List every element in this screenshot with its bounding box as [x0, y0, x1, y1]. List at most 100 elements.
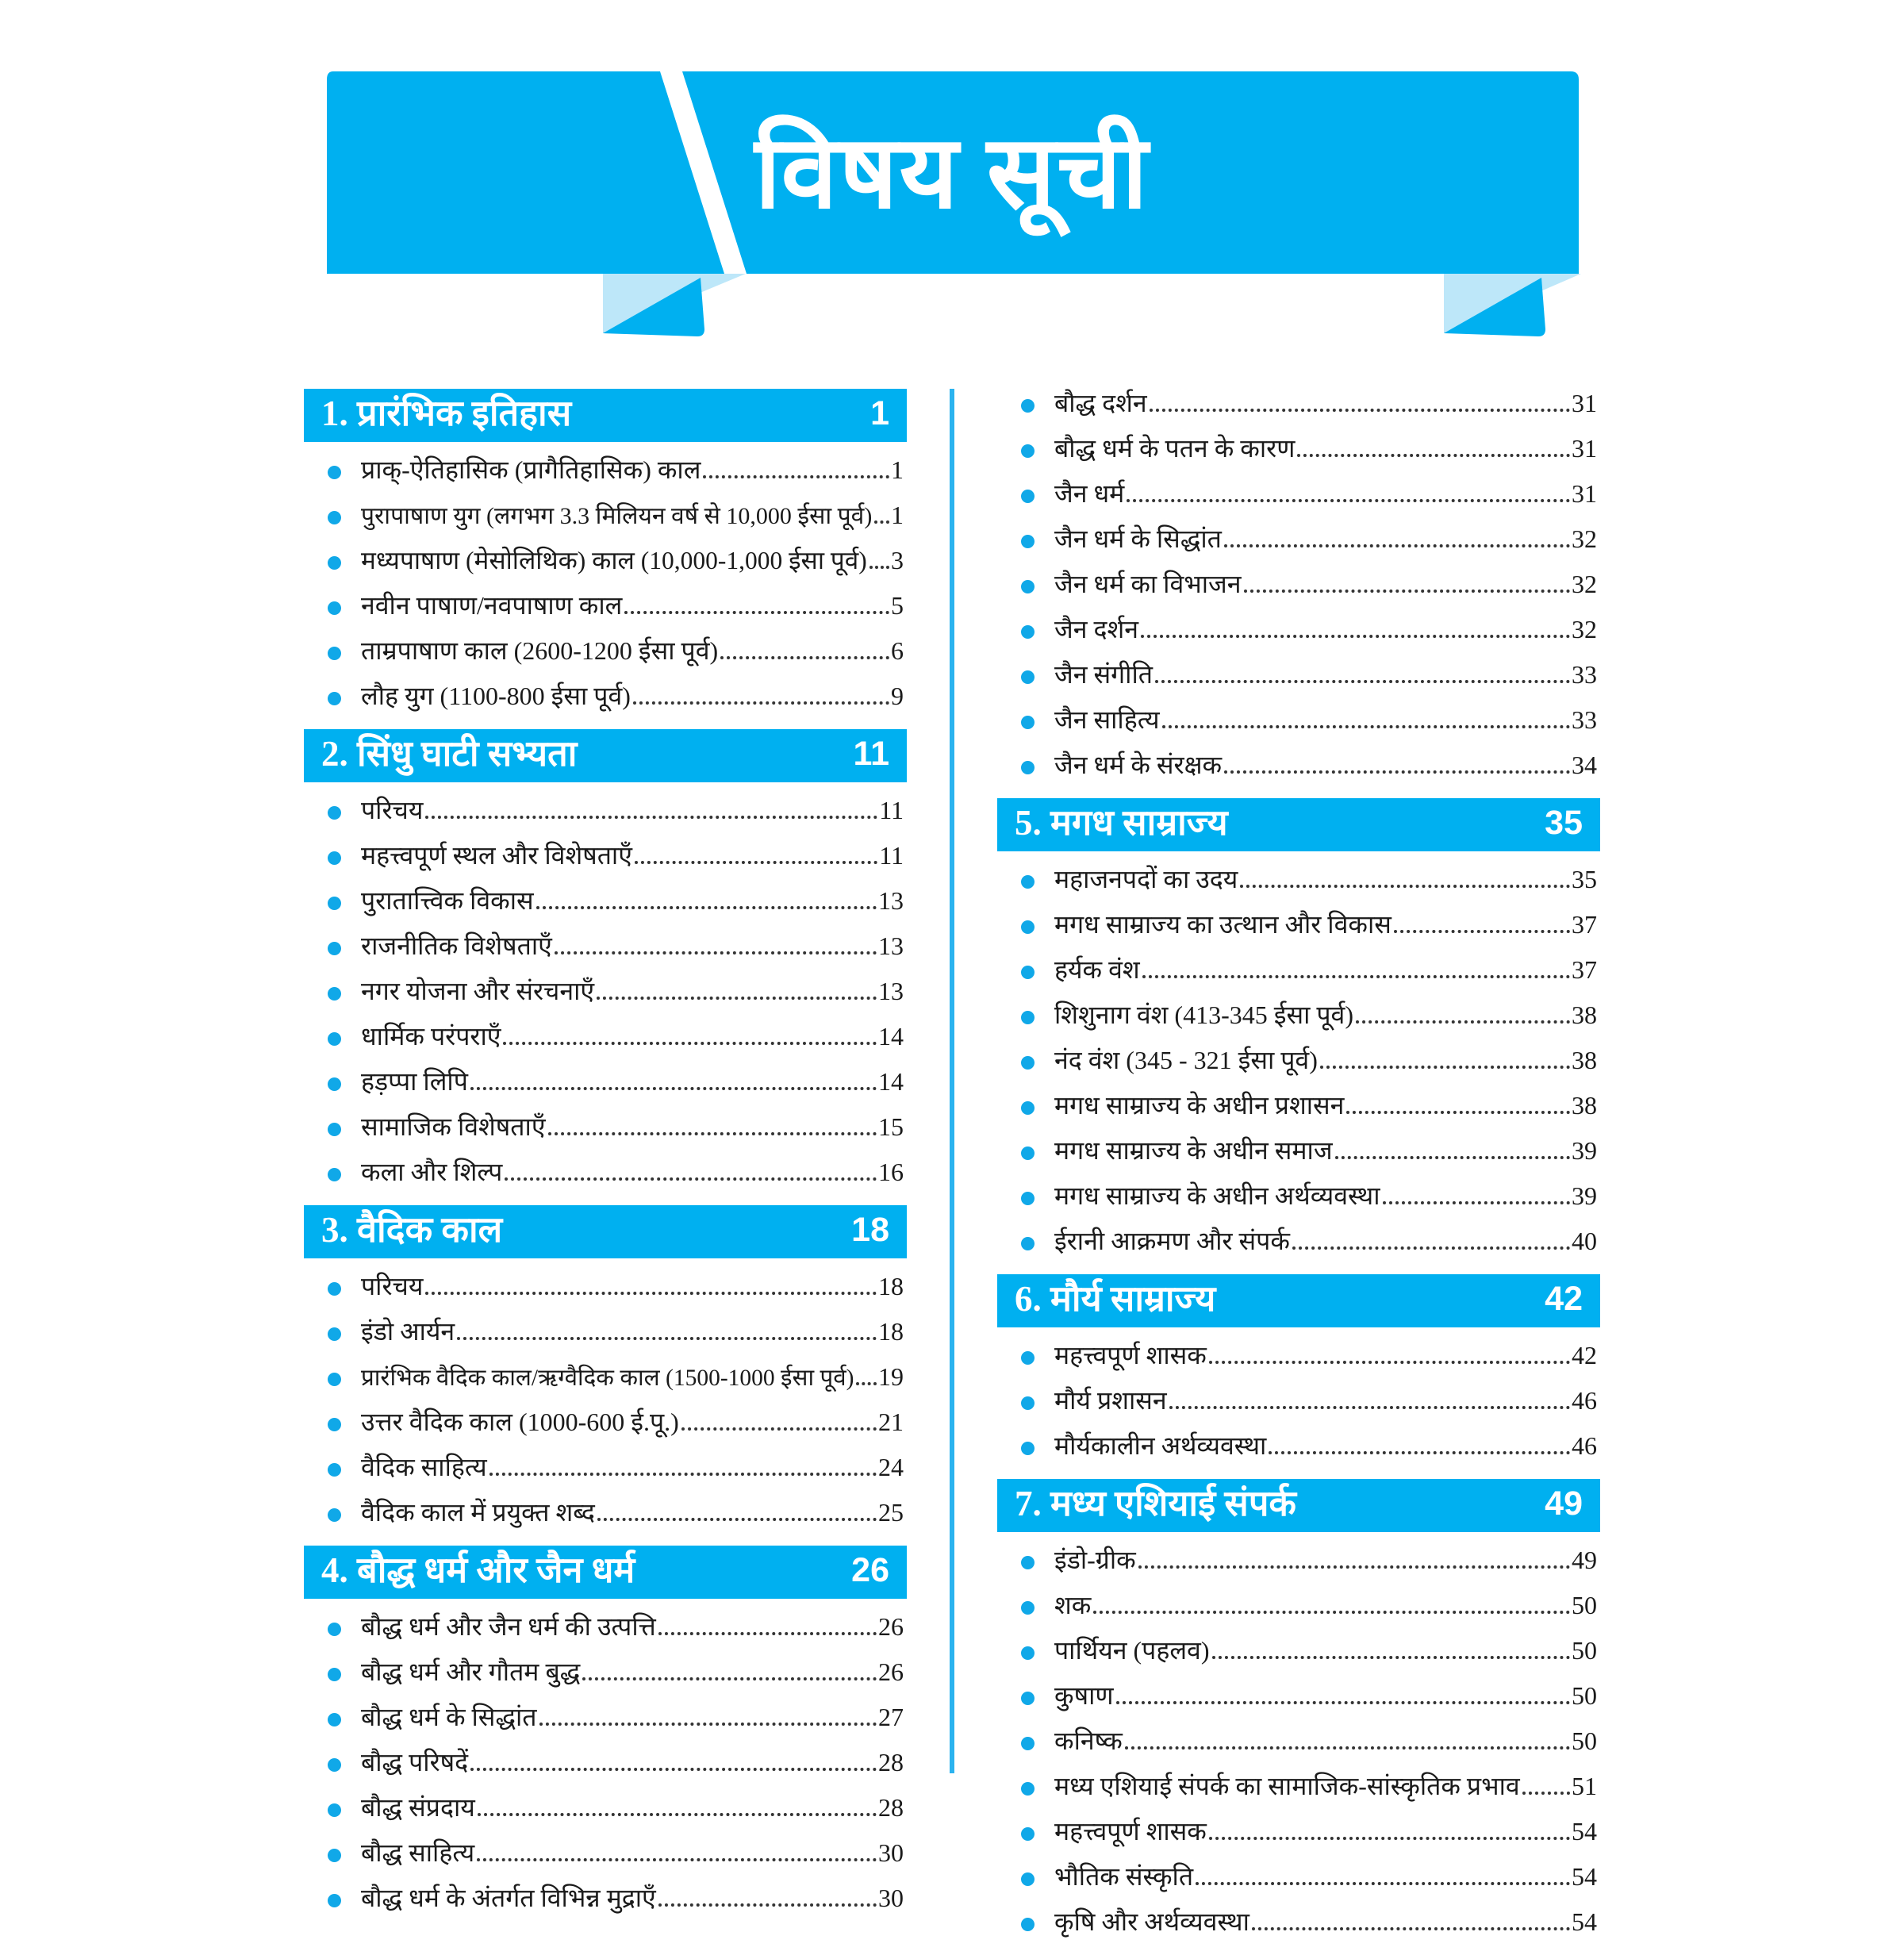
toc-entry[interactable]: कुषाण 50 — [997, 1681, 1600, 1711]
dot-leader — [632, 701, 889, 705]
toc-entry[interactable]: प्राक्-ऐतिहासिक (प्रागैतिहासिक) काल 1 — [304, 455, 907, 486]
toc-entry[interactable]: बौद्ध धर्म और गौतम बुद्ध 26 — [304, 1657, 907, 1688]
toc-entry-label: पुरापाषाण युग (लगभग 3.3 मिलियन वर्ष से 1… — [361, 503, 873, 529]
toc-entry[interactable]: हड़प्पा लिपि 14 — [304, 1067, 907, 1097]
toc-entry[interactable]: नगर योजना और संरचनाएँ 13 — [304, 977, 907, 1007]
toc-entry[interactable]: महाजनपदों का उदय 35 — [997, 865, 1600, 895]
toc-entry[interactable]: परिचय 11 — [304, 796, 907, 826]
toc-entry[interactable]: राजनीतिक विशेषताएँ 13 — [304, 931, 907, 962]
chapter-page-number: 18 — [851, 1211, 889, 1249]
toc-entry[interactable]: लौह युग (1100-800 ईसा पूर्व) 9 — [304, 682, 907, 712]
toc-entry-label: नवीन पाषाण/नवपाषाण काल — [361, 591, 623, 620]
toc-entry[interactable]: वैदिक साहित्य 24 — [304, 1453, 907, 1483]
chapter-header-5[interactable]: 5. मगध साम्राज्य 35 — [997, 798, 1600, 851]
toc-entry[interactable]: मगध साम्राज्य के अधीन अर्थव्यवस्था 39 — [997, 1181, 1600, 1212]
toc-entry[interactable]: पुरातात्त्विक विकास 13 — [304, 886, 907, 916]
toc-entry[interactable]: महत्त्वपूर्ण स्थल और विशेषताएँ 11 — [304, 841, 907, 871]
chapter-title: 5. मगध साम्राज्य — [1015, 803, 1228, 843]
toc-entry-page-number: 34 — [1572, 751, 1597, 779]
bullet-icon — [1021, 1601, 1035, 1615]
chapter-entry-list: महाजनपदों का उदय 35 मगध साम्राज्य का उत्था… — [997, 865, 1600, 1257]
toc-entry[interactable]: बौद्ध धर्म और जैन धर्म की उत्पत्ति 26 — [304, 1612, 907, 1642]
bullet-icon — [328, 806, 341, 820]
toc-entry[interactable]: सामाजिक विशेषताएँ 15 — [304, 1112, 907, 1143]
toc-entry[interactable]: ईरानी आक्रमण और संपर्क 40 — [997, 1227, 1600, 1257]
chapter-header-2[interactable]: 2. सिंधु घाटी सभ्यता 11 — [304, 729, 907, 782]
toc-entry[interactable]: शिशुनाग वंश (413-345 ईसा पूर्व) 38 — [997, 1001, 1600, 1031]
toc-entry[interactable]: बौद्ध दर्शन 31 — [997, 389, 1600, 419]
toc-entry[interactable]: मगध साम्राज्य के अधीन प्रशासन 38 — [997, 1091, 1600, 1121]
toc-entry[interactable]: जैन धर्म का विभाजन 32 — [997, 570, 1600, 600]
dot-leader — [539, 1723, 877, 1726]
toc-entry[interactable]: हर्यक वंश 37 — [997, 955, 1600, 985]
toc-entry-label: बौद्ध धर्म और गौतम बुद्ध — [361, 1657, 581, 1686]
toc-entry[interactable]: महत्त्वपूर्ण शासक 42 — [997, 1341, 1600, 1371]
chapter-header-3[interactable]: 3. वैदिक काल 18 — [304, 1205, 907, 1258]
toc-entry[interactable]: ताम्रपाषाण काल (2600-1200 ईसा पूर्व) 6 — [304, 636, 907, 666]
toc-entry[interactable]: मध्य एशियाई संपर्क का सामाजिक-सांस्कृतिक… — [997, 1772, 1600, 1802]
chapter-header-4[interactable]: 4. बौद्ध धर्म और जैन धर्म 26 — [304, 1546, 907, 1599]
dot-leader — [597, 1518, 877, 1521]
toc-entry[interactable]: बौद्ध साहित्य 30 — [304, 1838, 907, 1869]
toc-entry[interactable]: महत्त्वपूर्ण शासक 54 — [997, 1817, 1600, 1847]
toc-entry[interactable]: मौर्य प्रशासन 46 — [997, 1386, 1600, 1416]
toc-entry[interactable]: भौतिक संस्कृति 54 — [997, 1862, 1600, 1892]
toc-entry-page-number: 50 — [1572, 1636, 1597, 1665]
dot-leader — [470, 1768, 877, 1771]
toc-entry-page-number: 38 — [1572, 1001, 1597, 1029]
toc-entry[interactable]: पार्थियन (पहलव) 50 — [997, 1636, 1600, 1666]
toc-entry[interactable]: मध्यपाषाण (मेसोलिथिक) काल (10,000-1,000 … — [304, 546, 907, 576]
toc-entry[interactable]: मौर्यकालीन अर्थव्यवस्था 46 — [997, 1431, 1600, 1461]
bullet-icon — [328, 692, 341, 705]
toc-entry[interactable]: शक 50 — [997, 1591, 1600, 1621]
toc-entry[interactable]: परिचय 18 — [304, 1272, 907, 1302]
toc-entry[interactable]: पुरापाषाण युग (लगभग 3.3 मिलियन वर्ष से 1… — [304, 501, 907, 531]
chapter-title: 2. सिंधु घाटी सभ्यता — [321, 734, 578, 774]
toc-entry[interactable]: बौद्ध संप्रदाय 28 — [304, 1793, 907, 1823]
toc-entry[interactable]: जैन संगीति 33 — [997, 660, 1600, 690]
toc-entry[interactable]: जैन धर्म 31 — [997, 479, 1600, 509]
toc-entry[interactable]: नंद वंश (345 - 321 ईसा पूर्व) 38 — [997, 1046, 1600, 1076]
toc-entry[interactable]: नवीन पाषाण/नवपाषाण काल 5 — [304, 591, 907, 621]
toc-entry-label: प्राक्-ऐतिहासिक (प्रागैतिहासिक) काल — [361, 455, 701, 484]
toc-entry-label: मौर्यकालीन अर्थव्यवस्था — [1054, 1431, 1267, 1460]
toc-entry[interactable]: बौद्ध धर्म के अंतर्गत विभिन्न मुद्राएँ 30 — [304, 1884, 907, 1914]
toc-entry[interactable]: वैदिक काल में प्रयुक्त शब्द 25 — [304, 1498, 907, 1528]
chapter-page-number: 35 — [1545, 804, 1583, 842]
toc-entry[interactable]: जैन धर्म के संरक्षक 34 — [997, 751, 1600, 781]
toc-entry-page-number: 38 — [1572, 1091, 1597, 1120]
bullet-icon — [328, 601, 341, 615]
bullet-icon — [1021, 1442, 1035, 1455]
dot-leader — [536, 906, 877, 909]
chapter-header-7[interactable]: 7. मध्य एशियाई संपर्क 49 — [997, 1479, 1600, 1532]
toc-entry[interactable]: प्रारंभिक वैदिक काल/ऋग्वैदिक काल (1500-1… — [304, 1362, 907, 1392]
toc-entry[interactable]: जैन धर्म के सिद्धांत 32 — [997, 524, 1600, 555]
toc-entry[interactable]: कला और शिल्प 16 — [304, 1158, 907, 1188]
toc-entry-label: जैन संगीति — [1054, 660, 1153, 689]
chapter-entry-list: परिचय 18 इंडो आर्यन 18 प्रारंभिक वैदिक काल/ऋ… — [304, 1272, 907, 1528]
chapter-header-1[interactable]: 1. प्रारंभिक इतिहास 1 — [304, 389, 907, 442]
toc-entry[interactable]: इंडो-ग्रीक 49 — [997, 1546, 1600, 1576]
toc-entry[interactable]: कृषि और अर्थव्यवस्था 54 — [997, 1907, 1600, 1938]
dot-leader — [1208, 1837, 1570, 1840]
toc-entry[interactable]: कनिष्क 50 — [997, 1726, 1600, 1757]
toc-entry-page-number: 11 — [879, 796, 904, 824]
toc-entry[interactable]: बौद्ध परिषदें 28 — [304, 1748, 907, 1778]
toc-entry-label: पार्थियन (पहलव) — [1054, 1636, 1210, 1665]
toc-entry-page-number: 11 — [879, 841, 904, 870]
toc-entry-page-number: 27 — [878, 1703, 904, 1731]
bullet-icon — [328, 897, 341, 910]
toc-entry[interactable]: उत्तर वैदिक काल (1000-600 ई.पू.) 21 — [304, 1408, 907, 1438]
toc-entry[interactable]: जैन दर्शन 32 — [997, 615, 1600, 645]
toc-entry[interactable]: धार्मिक परंपराएँ 14 — [304, 1022, 907, 1052]
toc-right-column: बौद्ध दर्शन 31 बौद्ध धर्म के पतन के कारण 31… — [997, 389, 1600, 1955]
toc-entry[interactable]: मगध साम्राज्य के अधीन समाज 39 — [997, 1136, 1600, 1166]
toc-entry[interactable]: जैन साहित्य 33 — [997, 705, 1600, 736]
toc-entry[interactable]: मगध साम्राज्य का उत्थान और विकास 37 — [997, 910, 1600, 940]
dot-leader — [703, 475, 889, 478]
toc-entry[interactable]: इंडो आर्यन 18 — [304, 1317, 907, 1347]
chapter-header-6[interactable]: 6. मौर्य साम्राज्य 42 — [997, 1274, 1600, 1327]
toc-entry-label: परिचय — [361, 1272, 424, 1300]
toc-entry[interactable]: बौद्ध धर्म के सिद्धांत 27 — [304, 1703, 907, 1733]
toc-entry[interactable]: बौद्ध धर्म के पतन के कारण 31 — [997, 434, 1600, 464]
